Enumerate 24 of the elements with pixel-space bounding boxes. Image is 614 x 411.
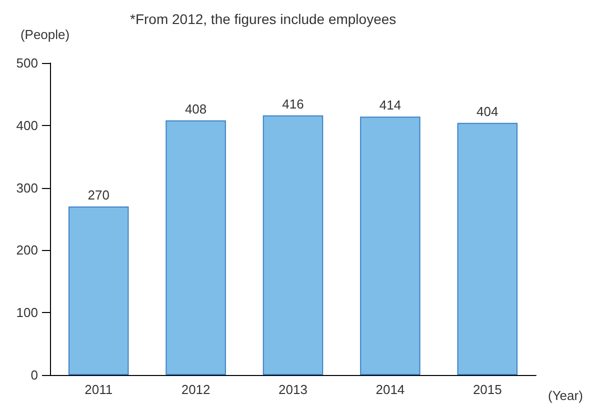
bar [457, 122, 518, 375]
bar [262, 115, 324, 375]
x-tick-label: 2015 [472, 382, 502, 397]
y-axis-title: (People) [20, 27, 70, 42]
x-tick-label: 2013 [278, 382, 308, 397]
y-tick-label: 100 [16, 305, 38, 320]
bar [166, 120, 226, 375]
y-tick-label: 300 [16, 180, 38, 196]
bar [360, 116, 420, 375]
data-label: 414 [379, 98, 402, 113]
y-tick-label: 0 [30, 368, 38, 382]
x-axis-title: (Year) [548, 388, 583, 403]
x-tick-label: 2012 [181, 382, 210, 397]
bar [68, 206, 129, 375]
text: *From 2012, the figures include employees [130, 11, 396, 27]
data-label: 404 [476, 104, 498, 119]
data-label: 408 [184, 101, 207, 116]
y-tick-label: 200 [16, 242, 38, 258]
x-tick-label: 2011 [84, 382, 113, 397]
data-label: 416 [282, 96, 304, 112]
y-tick-label: 500 [16, 56, 38, 70]
y-tick-label: 400 [16, 118, 38, 133]
x-tick-label: 2014 [376, 382, 405, 397]
data-label: 270 [88, 188, 110, 203]
